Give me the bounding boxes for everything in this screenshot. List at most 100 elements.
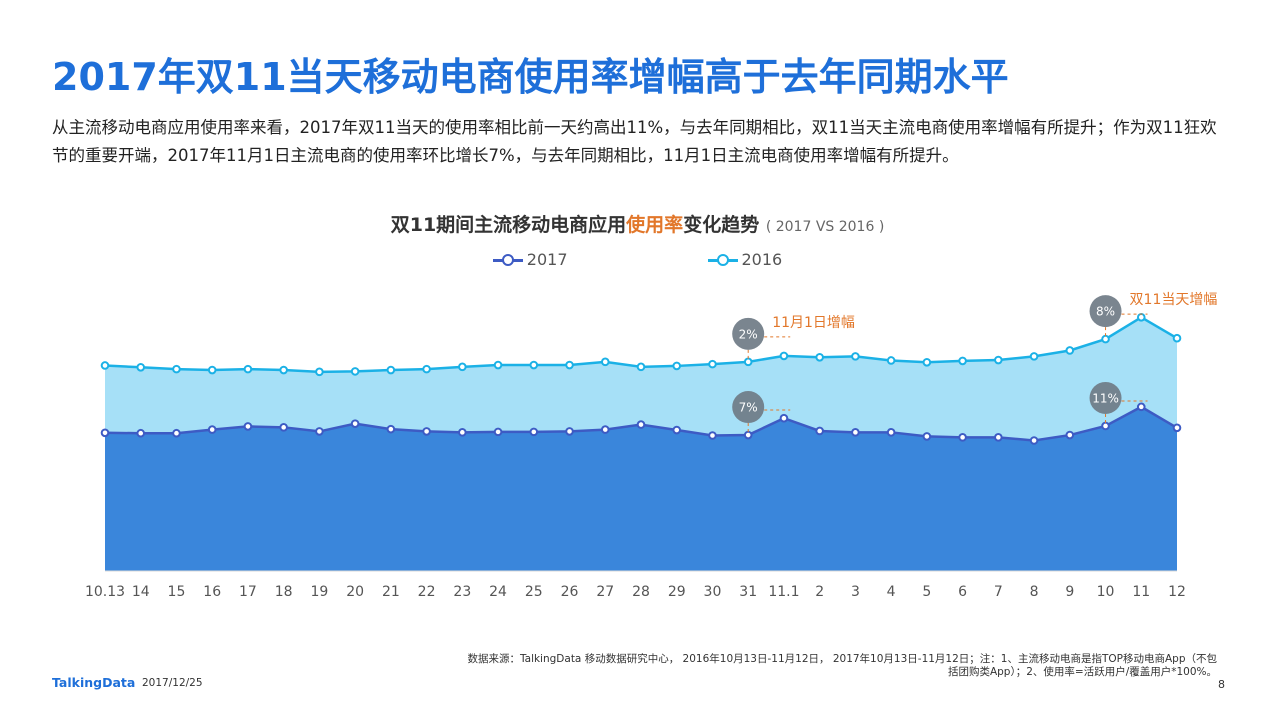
point-2017-10-13 [100,428,110,438]
page-title: 2017年双11当天移动电商使用率增幅高于去年同期水平 [52,55,1009,99]
point-2017-11 [1136,402,1146,412]
point-2016-25 [529,360,539,370]
chart-title: 双11期间主流移动电商应用使用率变化趋势 ( 2017 VS 2016 ) [0,210,1275,237]
x-tick-label-11-1: 11.1 [768,584,799,600]
usage-rate-area-chart: 10.13 14 15 16 17 18 19 20 21 22 23 24 25 26 27 28 29 30 3… [85,292,1218,600]
legend-item-2017: 2017 [492,250,568,269]
point-2017-19 [315,427,324,436]
x-tick-label-17: 17 [239,584,257,600]
annotation-text-8-: 双11当天增幅 [1130,292,1218,308]
point-2016-23 [458,362,467,372]
point-2016-14 [136,363,146,372]
x-tick-label-21: 21 [382,584,400,600]
chart-legend: 2017 2016 [0,250,1275,269]
point-2016-12 [1172,333,1182,343]
point-2016-10 [1101,334,1110,344]
annotation-bubble-11- [1089,381,1122,414]
legend-label-2016: 2016 [741,250,783,269]
point-2016-15 [172,364,181,374]
point-2016-11 [1136,312,1146,322]
point-2017-30 [708,431,717,440]
x-tick-label-6: 6 [958,584,967,600]
legend-swatch-2017 [492,253,523,267]
annotation-value-11-: 11% [1092,391,1119,405]
point-2017-16 [207,425,217,434]
data-source-note: 数据来源：TalkingData 移动数据研究中心， 2016年10月13日-1… [467,653,1217,678]
x-tick-label-4: 4 [887,584,896,600]
report-date: 2017/12/25 [142,677,203,689]
x-tick-label-12: 12 [1168,584,1186,600]
chart-title-post: 变化趋势 [683,214,760,236]
point-2017-26 [565,427,574,436]
point-2017-5 [922,432,932,441]
annotation-value-8-: 8% [1096,305,1115,319]
x-tick-label-16: 16 [203,584,221,600]
point-2017-4 [886,428,896,437]
point-2017-8 [1029,436,1039,445]
legend-swatch-2016 [707,253,738,267]
point-2016-16 [207,365,217,375]
page-number: 8 [1218,678,1225,691]
x-tick-label-23: 23 [453,584,471,600]
point-2017-25 [529,427,539,437]
point-2016-11-1 [779,351,789,361]
point-2016-6 [958,356,967,366]
x-tick-label-19: 19 [310,584,328,600]
x-tick-label-10-13: 10.13 [85,584,125,600]
point-2016-22 [422,364,431,374]
chart-title-highlight: 使用率 [626,214,684,236]
talkingdata-logo: TalkingData [52,675,136,690]
point-2016-26 [565,360,574,370]
point-2016-21 [386,365,396,375]
x-tick-label-20: 20 [346,584,364,600]
point-2017-9 [1065,430,1075,440]
x-tick-label-2: 2 [815,584,824,600]
point-2017-21 [386,424,396,434]
point-2017-17 [243,422,253,431]
x-tick-label-15: 15 [168,584,186,600]
point-2017-15 [172,428,181,438]
x-tick-label-11: 11 [1132,584,1150,600]
point-2016-4 [886,356,896,365]
x-tick-label-3: 3 [851,584,860,600]
point-2017-12 [1172,423,1182,433]
point-2017-14 [136,428,146,438]
page-description: 从主流移动电商应用使用率来看，2017年双11当天的使用率相比前一天约高出11%… [52,118,1217,165]
annotation-bubble-2- [732,317,765,350]
x-tick-label-8: 8 [1030,584,1039,600]
legend-label-2017: 2017 [526,250,568,269]
annotation-value-7-: 7% [739,401,758,415]
point-2017-24 [493,427,503,437]
x-tick-label-25: 25 [525,584,543,600]
point-2017-28 [636,420,646,429]
point-2017-2 [815,426,824,436]
point-2017-6 [958,433,967,442]
point-2016-19 [315,367,324,377]
x-tick-label-10: 10 [1097,584,1115,600]
area-2017 [105,406,1177,571]
point-2016-30 [708,359,717,369]
x-tick-label-7: 7 [994,584,1003,600]
x-tick-label-27: 27 [596,584,614,600]
annotation-bubble-7- [732,391,765,424]
x-tick-label-29: 29 [668,584,686,600]
point-2016-20 [350,367,360,376]
point-2017-29 [672,425,682,435]
point-2016-29 [672,361,682,371]
x-tick-label-9: 9 [1065,584,1074,600]
annotation-bubble-8- [1089,295,1122,328]
point-2017-23 [458,428,467,437]
x-tick-label-5: 5 [922,584,931,600]
x-tick-label-30: 30 [704,584,722,600]
x-tick-label-22: 22 [418,584,436,600]
point-2016-3 [851,352,860,361]
legend-item-2016: 2016 [707,250,783,269]
point-2016-18 [279,365,288,375]
point-2016-28 [636,362,646,372]
point-2016-9 [1065,346,1075,355]
x-tick-label-18: 18 [275,584,293,600]
x-tick-label-26: 26 [561,584,579,600]
point-2016-17 [243,364,253,374]
point-2017-3 [851,428,860,437]
chart-subtitle: ( 2017 VS 2016 ) [765,219,885,235]
